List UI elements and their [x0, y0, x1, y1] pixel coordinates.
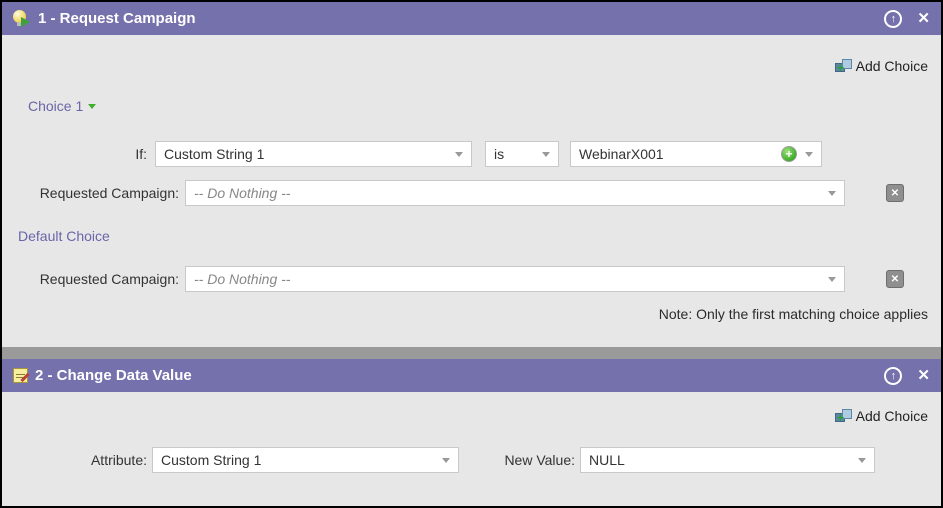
default-campaign-value: -- Do Nothing --: [194, 271, 291, 287]
panel-1-header-actions: ↑ ✕: [884, 9, 930, 28]
change-data-value-icon: [13, 368, 30, 383]
requested-campaign-select[interactable]: -- Do Nothing --: [185, 180, 845, 206]
condition-attribute-value: Custom String 1: [164, 146, 265, 162]
panel-change-data-value: 2 - Change Data Value ↑ ✕ + Add Choice A…: [2, 359, 941, 506]
panel-1-body: + Add Choice Choice 1 If: Custom String …: [2, 35, 941, 347]
smart-campaign-icon: [13, 10, 31, 27]
panel-1-title: 1 - Request Campaign: [38, 10, 196, 27]
attribute-label: Attribute:: [90, 452, 147, 468]
if-label: If:: [135, 146, 147, 162]
dropdown-caret-icon: [455, 151, 463, 157]
new-value-label: New Value:: [504, 452, 575, 468]
panel-request-campaign: 1 - Request Campaign ↑ ✕ + Add Choice Ch…: [2, 2, 941, 347]
add-choice-icon: +: [834, 408, 853, 424]
panel-2-body: + Add Choice Attribute: Custom String 1 …: [2, 392, 941, 506]
choice-1-header[interactable]: Choice 1: [28, 98, 97, 114]
dropdown-caret-icon[interactable]: [805, 151, 813, 157]
new-value-select[interactable]: NULL: [580, 447, 875, 473]
dropdown-caret-icon: [828, 190, 836, 196]
delete-choice-button[interactable]: ✕: [886, 184, 904, 202]
default-campaign-select[interactable]: -- Do Nothing --: [185, 266, 845, 292]
promote-step-icon[interactable]: ↑: [884, 366, 903, 385]
dropdown-caret-icon: [828, 276, 836, 282]
condition-operator-select[interactable]: is: [485, 141, 559, 167]
condition-attribute-select[interactable]: Custom String 1: [155, 141, 472, 167]
panel-2-title: 2 - Change Data Value: [35, 367, 192, 384]
requested-campaign-value: -- Do Nothing --: [194, 185, 291, 201]
dropdown-caret-icon: [542, 151, 550, 157]
new-value-text: NULL: [589, 452, 625, 468]
requested-campaign-label: Requested Campaign:: [39, 185, 179, 201]
choice-menu-caret-icon[interactable]: [88, 103, 97, 109]
promote-step-icon[interactable]: ↑: [884, 9, 903, 28]
panel-separator: [2, 347, 941, 359]
condition-value-text: WebinarX001: [579, 146, 664, 162]
dropdown-caret-icon: [442, 457, 450, 463]
default-campaign-label: Requested Campaign:: [39, 271, 179, 287]
default-choice-header: Default Choice: [18, 228, 110, 244]
close-icon[interactable]: ✕: [917, 10, 930, 27]
condition-value-input[interactable]: WebinarX001 +: [570, 141, 822, 167]
add-choice-icon: +: [834, 58, 853, 74]
matching-choice-note: Note: Only the first matching choice app…: [658, 306, 928, 322]
panel-2-header[interactable]: 2 - Change Data Value ↑ ✕: [2, 359, 941, 392]
panel-1-header[interactable]: 1 - Request Campaign ↑ ✕: [2, 2, 941, 35]
add-choice-label: Add Choice: [855, 58, 928, 74]
default-choice-label: Default Choice: [18, 228, 110, 244]
add-choice-label: Add Choice: [855, 408, 928, 424]
condition-operator-value: is: [494, 146, 505, 162]
choice-1-label: Choice 1: [28, 98, 84, 114]
add-value-icon[interactable]: +: [781, 146, 797, 162]
delete-default-choice-button[interactable]: ✕: [886, 270, 904, 288]
close-icon[interactable]: ✕: [917, 367, 930, 384]
attribute-select[interactable]: Custom String 1: [152, 447, 459, 473]
add-choice-button[interactable]: + Add Choice: [834, 408, 928, 424]
add-choice-button[interactable]: + Add Choice: [834, 58, 928, 74]
dropdown-caret-icon: [858, 457, 866, 463]
panel-2-header-actions: ↑ ✕: [884, 366, 930, 385]
attribute-value: Custom String 1: [161, 452, 262, 468]
